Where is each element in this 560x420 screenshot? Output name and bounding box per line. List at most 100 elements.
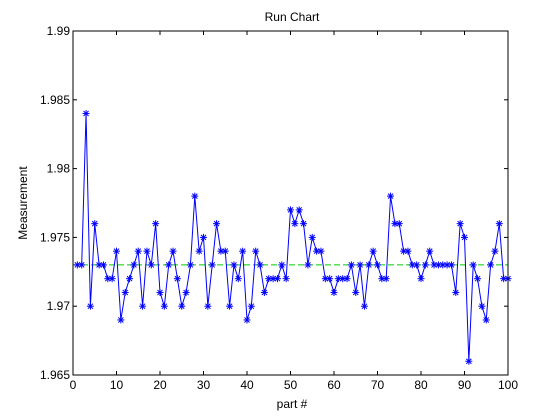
data-point	[221, 247, 229, 255]
data-point	[247, 302, 255, 310]
data-point	[260, 288, 268, 296]
data-point	[156, 288, 164, 296]
data-point	[474, 275, 482, 283]
data-point	[469, 261, 477, 269]
data-point	[439, 261, 447, 269]
data-point	[226, 302, 234, 310]
data-point	[300, 220, 308, 228]
data-point	[456, 220, 464, 228]
data-point	[169, 247, 177, 255]
data-point	[382, 275, 390, 283]
data-point	[478, 302, 486, 310]
data-point	[173, 275, 181, 283]
data-point	[291, 220, 299, 228]
y-tick-label: 1.985	[40, 93, 70, 107]
data-point	[404, 247, 412, 255]
y-axis-ticks: 1.965 1.97 1.975 1.98 1.985 1.99	[40, 24, 508, 382]
x-tick-label: 40	[240, 378, 254, 392]
x-tick-label: 30	[197, 378, 211, 392]
data-point	[461, 233, 468, 241]
data-point	[265, 275, 273, 283]
data-point	[313, 247, 321, 255]
data-point	[204, 302, 212, 310]
data-point	[165, 261, 173, 269]
data-point	[191, 192, 199, 200]
data-point	[495, 220, 503, 228]
x-tick-label: 50	[284, 378, 298, 392]
x-tick-label: 80	[414, 378, 428, 392]
data-point	[108, 275, 116, 283]
series-group	[73, 110, 512, 365]
data-point	[234, 275, 242, 283]
data-point	[99, 261, 107, 269]
data-point	[417, 275, 425, 283]
data-point	[395, 220, 403, 228]
data-point	[491, 247, 499, 255]
data-point	[269, 275, 277, 283]
data-point	[182, 288, 190, 296]
data-point	[178, 302, 186, 310]
data-point	[352, 288, 360, 296]
data-point	[465, 357, 473, 365]
x-tick-label: 0	[70, 378, 77, 392]
data-point	[278, 261, 286, 269]
data-point	[86, 302, 94, 310]
data-point	[487, 261, 495, 269]
data-point	[326, 275, 334, 283]
data-point	[295, 206, 303, 214]
y-tick-label: 1.975	[40, 230, 70, 244]
x-tick-label: 100	[498, 378, 518, 392]
data-point	[186, 261, 194, 269]
data-point	[200, 233, 207, 241]
data-point	[113, 247, 120, 255]
data-point	[360, 302, 368, 310]
x-tick-label: 90	[458, 378, 472, 392]
data-point	[308, 233, 316, 241]
data-point	[482, 316, 490, 324]
data-point	[434, 261, 442, 269]
x-axis-label: part #	[277, 397, 308, 411]
data-point	[143, 247, 151, 255]
data-point	[330, 288, 338, 296]
plot-area	[73, 31, 508, 375]
y-axis-label: Measurement	[16, 166, 30, 240]
chart-title: Run Chart	[265, 10, 320, 24]
data-point	[421, 261, 429, 269]
data-point	[347, 261, 355, 269]
data-point	[239, 247, 247, 255]
y-tick-label: 1.98	[47, 162, 71, 176]
y-tick-label: 1.97	[47, 299, 71, 313]
plot-frame	[72, 30, 509, 376]
data-point	[139, 302, 147, 310]
x-axis-ticks: 0 10 20 30 40 50 60 70 80 90 100	[70, 31, 518, 392]
data-point	[130, 261, 138, 269]
data-point	[452, 288, 460, 296]
data-point	[413, 261, 421, 269]
data-point	[273, 275, 281, 283]
data-point	[287, 206, 294, 214]
data-point	[160, 302, 168, 310]
y-tick-label: 1.99	[47, 24, 71, 38]
data-point	[317, 247, 325, 255]
data-point	[243, 316, 251, 324]
data-point	[91, 220, 99, 228]
x-tick-label: 60	[327, 378, 341, 392]
data-point	[252, 247, 260, 255]
data-point	[447, 261, 455, 269]
data-point	[121, 288, 129, 296]
data-point	[230, 261, 238, 269]
data-point	[343, 275, 351, 283]
y-tick-label: 1.965	[40, 368, 70, 382]
data-point	[147, 261, 155, 269]
data-point	[321, 275, 329, 283]
data-point	[117, 316, 125, 324]
data-point	[356, 261, 364, 269]
data-point	[213, 220, 221, 228]
x-tick-label: 70	[371, 378, 385, 392]
data-point	[126, 275, 134, 283]
data-point	[256, 261, 264, 269]
data-point	[374, 261, 381, 269]
x-tick-label: 10	[110, 378, 124, 392]
data-point	[134, 247, 142, 255]
